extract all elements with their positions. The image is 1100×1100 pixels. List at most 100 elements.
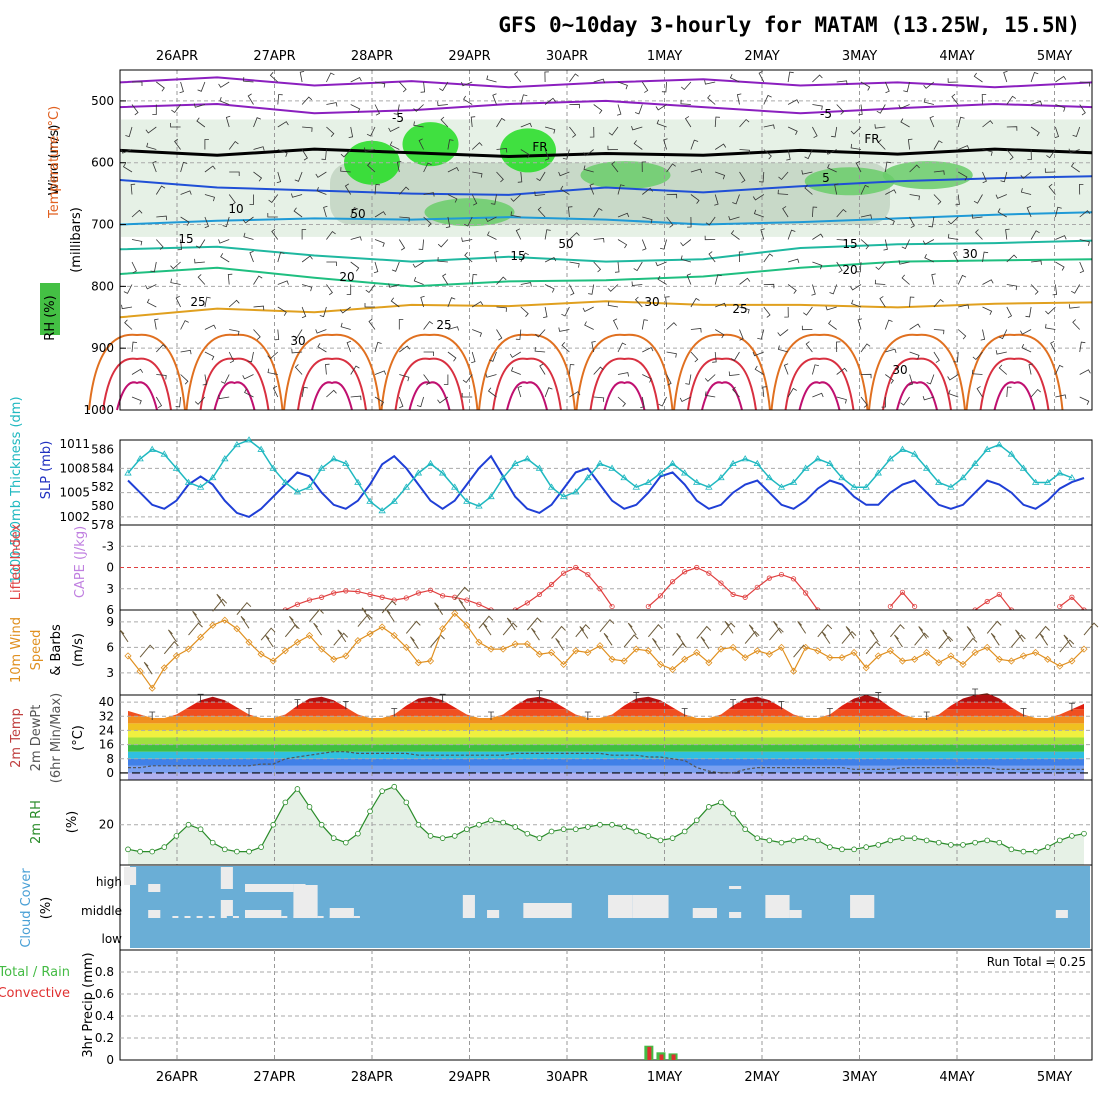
barb-3-12 [204,351,215,361]
rh2m-point-61 [863,844,869,850]
barb-7-0 [299,71,305,83]
barb-2-12 [180,349,192,355]
barb-12-7 [418,239,424,250]
rh2m-point-29 [476,821,482,828]
li-tick-6: 6 [106,603,114,617]
cloud-trace-6 [196,916,203,918]
pressure-label: (millibars) [69,207,84,273]
thickness-point-3 [160,450,169,457]
wind10-tick-6: 6 [106,640,114,654]
barb-14-5 [471,194,478,206]
barb-17-2 [544,126,556,134]
barb-13-9 [442,273,449,285]
cloud-block-1 [148,884,161,892]
barb-32-12 [909,351,920,360]
thickness-point-25 [426,459,435,467]
barb-24-13 [704,374,716,382]
rh2m-point-8 [222,846,228,853]
barb-11-13 [399,374,410,382]
barb-15-11 [496,329,503,341]
warm-loop-7-2 [798,381,841,411]
barb-37-1 [1030,100,1043,106]
rh2m-point-39 [597,821,603,828]
barb-32-11 [909,323,921,330]
barb-36-10 [1006,306,1013,319]
barb-3-5 [204,194,215,202]
barb-30-9 [850,284,862,291]
wind10-point-71 [983,643,991,651]
barb-21-11 [641,319,648,330]
thickness-point-73 [1007,450,1016,457]
barb-8-11 [315,329,327,334]
precip-conv-label: Convective [0,986,70,1001]
cloud-trace-15 [305,916,312,918]
barb-23-12 [690,351,699,363]
barb-24-6 [705,216,716,226]
li-point-45 [669,579,676,585]
wind10-barb-56 [797,621,807,634]
rh2m-point-38 [585,824,591,830]
wind10-barb-41 [623,634,639,648]
wind10-point-65 [911,655,919,663]
thickness-point-39 [596,459,604,467]
thickness-point-30 [487,492,495,500]
wind10-barb-42 [627,622,637,636]
wind10-barb-1 [139,644,155,658]
barb-5-5 [249,194,254,205]
thickness-point-28 [463,497,471,504]
temp2m-tick-24: 24 [99,723,114,737]
thickness-point-12 [269,464,277,471]
barb-8-1 [326,102,338,107]
barb-37-7 [1030,230,1040,240]
barb-12-10 [420,295,425,308]
cloud-block-14 [632,895,669,918]
rh2m-point-46 [681,828,688,835]
barb-6-7 [271,228,279,240]
cloud-label: Cloud Cover [19,868,34,948]
wind10-barb-62 [869,629,879,643]
barb-31-8 [875,261,886,271]
barb-1-12 [156,344,167,353]
li-tick--3: -3 [102,539,114,553]
thickness-point-77 [1056,469,1064,476]
barb-12-2 [413,121,424,128]
wind10-point-77 [1056,662,1064,670]
wind10-point-55 [790,667,798,675]
cloud-block-7 [245,910,282,918]
barb-8-4 [315,171,327,178]
wind10-point-14 [293,638,301,646]
barb-17-4 [536,171,546,182]
barb-2-7 [177,239,182,251]
wind10-point-2 [148,684,156,692]
barb-25-0 [729,74,740,83]
barb-20-5 [617,184,625,195]
thickness-point-69 [959,474,967,481]
chart-title: GFS 0~10day 3-hourly for MATAM (13.25W, … [498,13,1080,37]
barb-2-4 [180,161,188,173]
barb-14-1 [463,95,473,105]
rh2m-point-42 [633,828,640,835]
barb-15-6 [485,216,497,223]
barb-10-3 [364,147,376,152]
slp-series-1 [127,439,1073,512]
barb-19-0 [593,78,605,84]
rh2m-unit: (%) [65,811,80,834]
cloud-block-9 [329,908,354,918]
cloud-block-18 [789,910,802,918]
thickness-point-27 [451,483,459,490]
thickness-point-72 [995,440,1003,448]
rh2m-point-69 [960,842,966,848]
barb-28-9 [811,284,816,296]
temp2m-tick-40: 40 [99,695,114,709]
barb-18-3 [562,149,570,160]
wind10-point-30 [487,645,495,653]
barb-4-1 [219,97,230,105]
barb-22-6 [666,216,674,228]
top-date-28APR: 28APR [351,49,393,64]
wind10-barb-79 [1083,622,1099,636]
barb-10-13 [374,370,387,375]
temp-band-4 [128,744,1084,752]
barb-1-13 [156,374,167,380]
barb-15-12 [489,351,497,362]
wind10-point-10 [245,638,253,646]
